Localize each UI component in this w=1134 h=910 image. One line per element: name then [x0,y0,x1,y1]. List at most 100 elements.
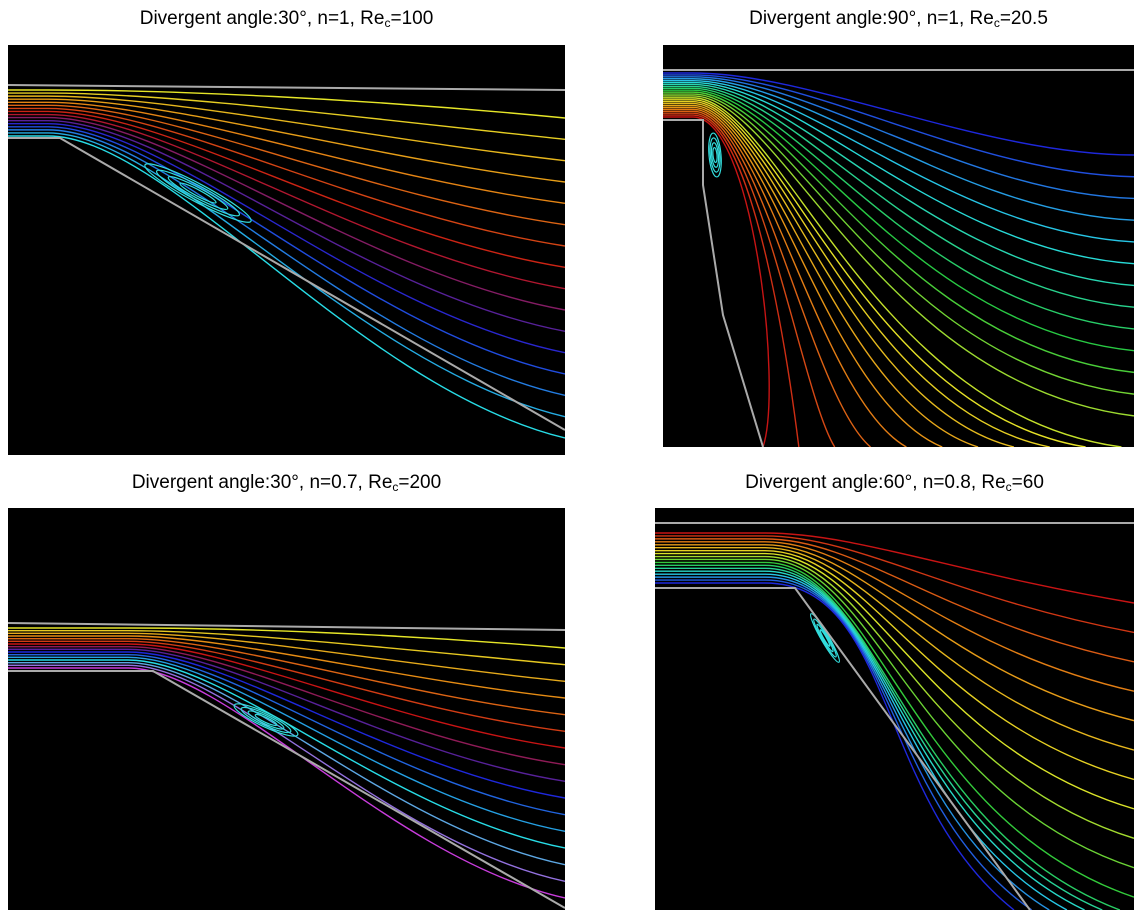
streamline [663,76,1134,200]
streamline [8,645,565,766]
vortex [709,137,721,173]
streamline [8,126,565,375]
caption-sub: c [384,16,391,30]
streamline [8,104,565,226]
flow-image [663,45,1134,447]
streamline [8,135,565,439]
caption-sub: c [392,480,399,494]
streamline [663,95,1134,417]
wall [8,622,565,631]
streamline [8,107,565,247]
streamline [663,85,1134,308]
wall [663,119,764,447]
caption: Divergent angle:30°, n=0.7, Rec=200 [8,472,565,494]
vortex [155,169,241,217]
streamline [663,93,1134,395]
streamline [8,95,565,162]
streamline [8,653,565,816]
streamline [663,116,770,447]
streamline [655,582,1015,910]
streamline [655,567,1103,910]
vortex [816,623,834,653]
streamline [8,664,565,883]
streamline [655,570,1085,910]
caption-sub: c [1005,480,1012,494]
flow-image [655,508,1134,910]
wall [8,84,565,91]
streamline [655,532,1134,604]
vortex [167,176,229,210]
streamline [8,640,565,733]
streamline [655,573,1068,910]
caption-value: =20.5 [999,8,1048,29]
vortex [179,182,217,204]
vortex [708,132,722,178]
streamline [8,643,565,749]
vortex [809,613,841,663]
caption-text: Divergent angle:30°, n=0.7, Re [131,472,393,493]
vortex [254,713,278,727]
streamline [663,91,1134,374]
caption-sub: c [993,16,1000,30]
streamline [663,89,1134,352]
streamline [655,535,1134,634]
streamline [663,99,1086,447]
flow-image [8,508,565,910]
streamline [8,123,565,354]
streamline [663,108,907,447]
streamline [8,129,565,397]
streamline [8,132,565,418]
streamline [655,549,1134,781]
vortex [819,629,831,647]
caption: Divergent angle:90°, n=1, Rec=20.5 [663,8,1134,30]
streamline [8,648,565,783]
caption-value: =60 [1011,472,1044,493]
streamline [8,632,565,683]
vortex [813,618,837,658]
flow-image [8,45,565,455]
streamline [8,92,565,141]
caption: Divergent angle:30°, n=1, Rec=100 [8,8,565,30]
streamline [663,114,800,447]
vortex [144,163,252,223]
streamline [8,637,565,716]
vortex [233,703,299,737]
streamline [8,113,565,290]
streamline [8,98,565,183]
streamline [8,651,565,799]
caption-text: Divergent angle:30°, n=1, Re [139,8,385,29]
streamline [663,79,1134,243]
streamline [8,101,565,205]
vortex [240,706,292,734]
streamline [663,72,1134,156]
streamline [655,576,1050,910]
streamline [663,112,836,447]
streamline [655,558,1134,869]
streamline [655,579,1033,910]
vortex [712,146,718,164]
streamline [8,627,565,649]
caption-value: =200 [398,472,442,493]
streamline [663,106,943,447]
streamline [655,552,1134,810]
streamline [8,629,565,666]
streamline [655,555,1134,839]
streamline [663,83,1134,287]
streamline [655,564,1121,910]
streamline [663,100,1050,447]
streamline [663,78,1134,221]
streamline [8,119,565,333]
streamline [8,110,565,269]
streamline [663,104,979,447]
vortex [247,710,285,730]
streamline [8,659,565,849]
vortex [710,142,720,168]
caption-value: =100 [390,8,434,29]
streamline [663,110,871,447]
streamline [8,656,565,833]
wall [8,137,565,431]
streamline [8,89,565,119]
wall [655,587,1031,910]
caption-text: Divergent angle:60°, n=0.8, Re [745,472,1006,493]
